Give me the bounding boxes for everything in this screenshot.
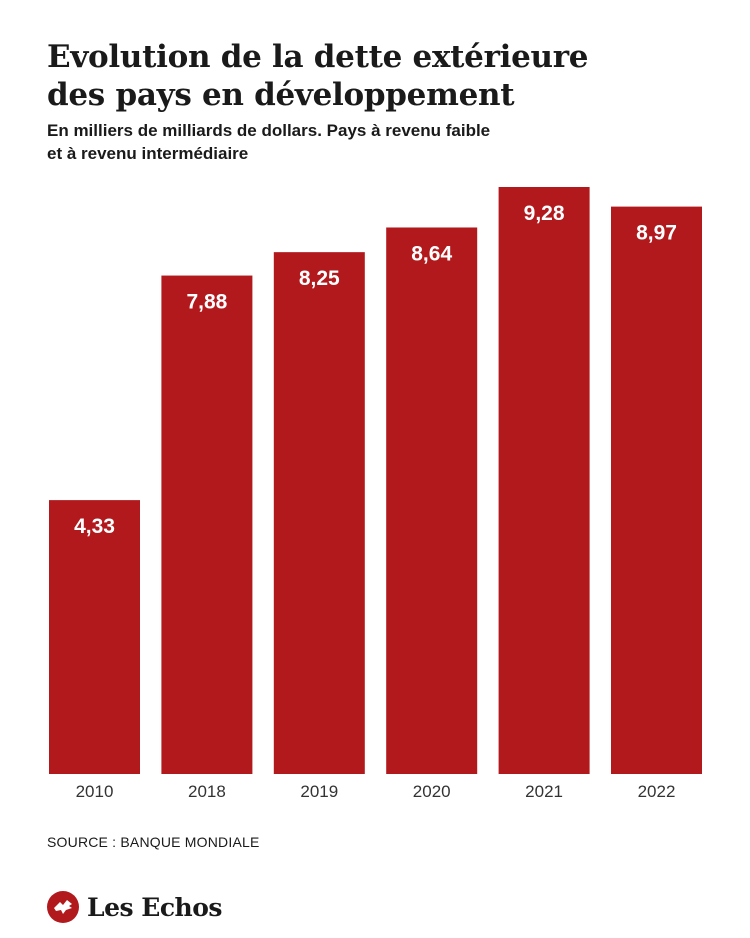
bar-2022 xyxy=(611,206,702,775)
data-label-2019: 8,25 xyxy=(299,267,340,290)
x-tick-label-2018: 2018 xyxy=(188,782,226,801)
data-label-2022: 8,97 xyxy=(636,222,677,245)
x-tick-label-2022: 2022 xyxy=(638,782,676,801)
x-tick-label-2020: 2020 xyxy=(413,782,451,801)
bar-2021 xyxy=(498,187,590,774)
subtitle-line-1: En milliers de milliards de dollars. Pay… xyxy=(47,121,491,140)
data-label-2010: 4,33 xyxy=(74,515,115,538)
title-line-1: Evolution de la dette extérieure xyxy=(47,39,589,75)
brand-logo: Les Echos xyxy=(47,888,222,926)
brand-name: Les Echos xyxy=(87,892,222,922)
x-tick-label-2019: 2019 xyxy=(300,782,338,801)
subtitle-line-2: et à revenu intermédiaire xyxy=(47,144,249,163)
x-tick-label-2010: 2010 xyxy=(76,782,114,801)
bar-2019 xyxy=(273,252,365,774)
bar-2020 xyxy=(386,227,478,774)
chart-title: Evolution de la dette extérieure des pay… xyxy=(47,38,707,114)
source-note: SOURCE : BANQUE MONDIALE xyxy=(47,834,260,850)
chart-subtitle: En milliers de milliards de dollars. Pay… xyxy=(47,119,707,165)
data-label-2020: 8,64 xyxy=(411,242,452,265)
data-label-2021: 9,28 xyxy=(524,202,565,225)
bar-chart: 4,33 2010 7,88 2018 8,25 2019 8,64 2020 9,28 2021… xyxy=(49,187,702,801)
les-echos-logo-icon xyxy=(47,891,79,923)
x-tick-label-2021: 2021 xyxy=(525,782,563,801)
bar-2018 xyxy=(161,275,253,774)
title-line-2: des pays en développement xyxy=(47,77,515,113)
data-label-2018: 7,88 xyxy=(186,291,227,314)
bar-2010 xyxy=(49,500,140,774)
